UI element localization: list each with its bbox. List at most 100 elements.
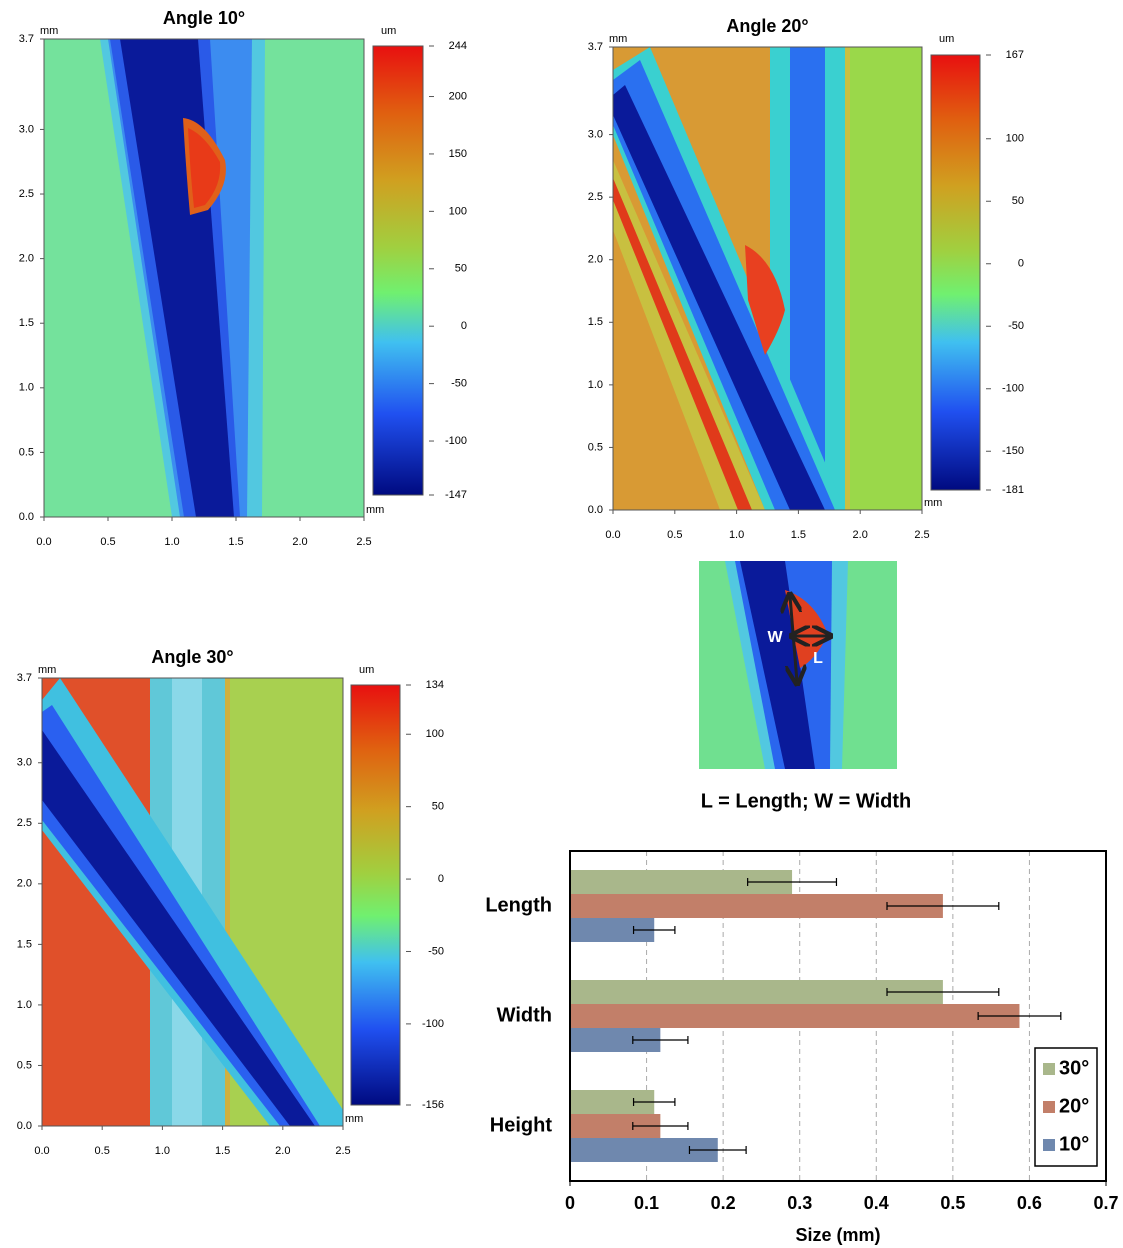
colorbar-tick-label: -100	[445, 435, 467, 447]
legend-swatch	[1043, 1139, 1055, 1151]
colorbar-tick-label: 0	[438, 873, 444, 885]
x-tick-label: 2.0	[275, 1145, 290, 1157]
x-tick-label: 0.0	[34, 1145, 49, 1157]
image-shape	[42, 678, 343, 1126]
image-shape	[850, 47, 922, 510]
inset-label: W	[767, 629, 783, 646]
x-axis-unit: mm	[924, 497, 942, 509]
chart-title: Angle 30°	[151, 647, 233, 667]
bar	[570, 1004, 1020, 1028]
error-bar	[632, 1036, 689, 1044]
error-bar	[886, 988, 1000, 996]
plot-frame	[43, 38, 365, 518]
y-tick-label: 2.5	[17, 817, 32, 829]
y-tick-label: 2.5	[19, 188, 34, 200]
colorbar-tick-label: 150	[449, 148, 467, 160]
y-axis-unit: mm	[38, 664, 56, 676]
bar	[570, 894, 943, 918]
error-bar	[886, 902, 1000, 910]
colorbar-tick-label: 167	[1006, 49, 1024, 61]
image-shape	[740, 561, 815, 769]
image-shape	[613, 160, 765, 510]
x-tick-label: 1.5	[228, 536, 243, 548]
x-tick-label: 0.5	[940, 1193, 965, 1213]
x-tick-label: 1.0	[729, 529, 744, 541]
colorbar	[350, 684, 401, 1106]
y-tick-label: 3.7	[19, 33, 34, 45]
chart-title: Angle 10°	[163, 8, 245, 28]
y-tick-label: 3.0	[19, 123, 34, 135]
colorbar-tick-label: -150	[1002, 445, 1024, 457]
x-axis-label: Size (mm)	[795, 1225, 880, 1245]
colorbar-tick-label: 0	[461, 320, 467, 332]
x-tick-label: 1.5	[791, 529, 806, 541]
colorbar-unit: um	[359, 664, 374, 676]
x-tick-label: 0.6	[1017, 1193, 1042, 1213]
colorbar-tick-label: -50	[428, 945, 444, 957]
y-tick-label: Height	[490, 1114, 553, 1136]
image-shape	[613, 85, 825, 510]
y-tick-label: 0.0	[19, 511, 34, 523]
x-tick-label: 0.0	[605, 529, 620, 541]
colorbar-tick-label: -181	[1002, 484, 1024, 496]
y-tick-label: 2.0	[19, 253, 34, 265]
error-bar	[632, 1122, 689, 1130]
chart-title: Angle 20°	[726, 16, 808, 36]
height-map-image	[44, 39, 364, 517]
colorbar-tick-label: 200	[449, 90, 467, 102]
legend-swatch	[1043, 1101, 1055, 1113]
y-tick-label: 2.0	[588, 254, 603, 266]
y-tick-label: 1.5	[19, 317, 34, 329]
x-tick-label: 0	[565, 1193, 575, 1213]
x-tick-label: 0.2	[711, 1193, 736, 1213]
colorbar-tick-label: 244	[449, 40, 467, 52]
image-shape	[42, 730, 315, 1126]
colorbar-tick-label: 50	[432, 801, 444, 813]
y-axis-unit: mm	[40, 25, 58, 37]
legend-label: 10°	[1059, 1133, 1089, 1155]
colorbar-tick-label: -156	[422, 1099, 444, 1111]
colorbar-tick-label: -100	[1002, 383, 1024, 395]
colorbar-tick-label: -50	[1008, 320, 1024, 332]
colorbar-tick-label: 134	[426, 679, 444, 691]
y-tick-label: 0.0	[588, 504, 603, 516]
y-tick-label: 3.0	[17, 757, 32, 769]
x-tick-label: 2.5	[356, 536, 371, 548]
colorbar	[930, 54, 981, 491]
x-tick-label: 0.5	[95, 1145, 110, 1157]
y-tick-label: 1.0	[588, 379, 603, 391]
x-tick-label: 0.7	[1093, 1193, 1118, 1213]
inset-caption: L = Length; W = Width	[701, 790, 912, 812]
colorbar-tick-label: 50	[1012, 195, 1024, 207]
x-axis-unit: mm	[366, 504, 384, 516]
y-tick-label: Width	[497, 1004, 552, 1026]
plot-frame	[612, 46, 923, 511]
x-tick-label: 0.5	[100, 536, 115, 548]
x-tick-label: 0.4	[864, 1193, 889, 1213]
y-tick-label: 0.5	[17, 1059, 32, 1071]
colorbar-tick-label: -100	[422, 1018, 444, 1030]
error-bar	[747, 878, 838, 886]
y-tick-label: 1.0	[19, 382, 34, 394]
y-tick-label: 0.5	[19, 446, 34, 458]
image-shape	[188, 128, 221, 208]
y-axis-unit: mm	[609, 33, 627, 45]
y-tick-label: 1.0	[17, 999, 32, 1011]
colorbar-tick-label: 100	[426, 728, 444, 740]
image-shape	[745, 245, 785, 355]
inset-image	[699, 561, 897, 769]
error-bar	[688, 1146, 747, 1154]
y-tick-label: 3.7	[588, 41, 603, 53]
legend-swatch	[1043, 1063, 1055, 1075]
x-tick-label: 0.3	[787, 1193, 812, 1213]
bar	[570, 980, 943, 1004]
colorbar-tick-label: 50	[455, 263, 467, 275]
x-tick-label: 1.5	[215, 1145, 230, 1157]
image-shape	[42, 705, 320, 1126]
colorbar-tick-label: 100	[449, 205, 467, 217]
colorbar-unit: um	[939, 33, 954, 45]
image-shape	[613, 60, 835, 510]
x-tick-label: 2.5	[335, 1145, 350, 1157]
x-tick-label: 0.0	[36, 536, 51, 548]
